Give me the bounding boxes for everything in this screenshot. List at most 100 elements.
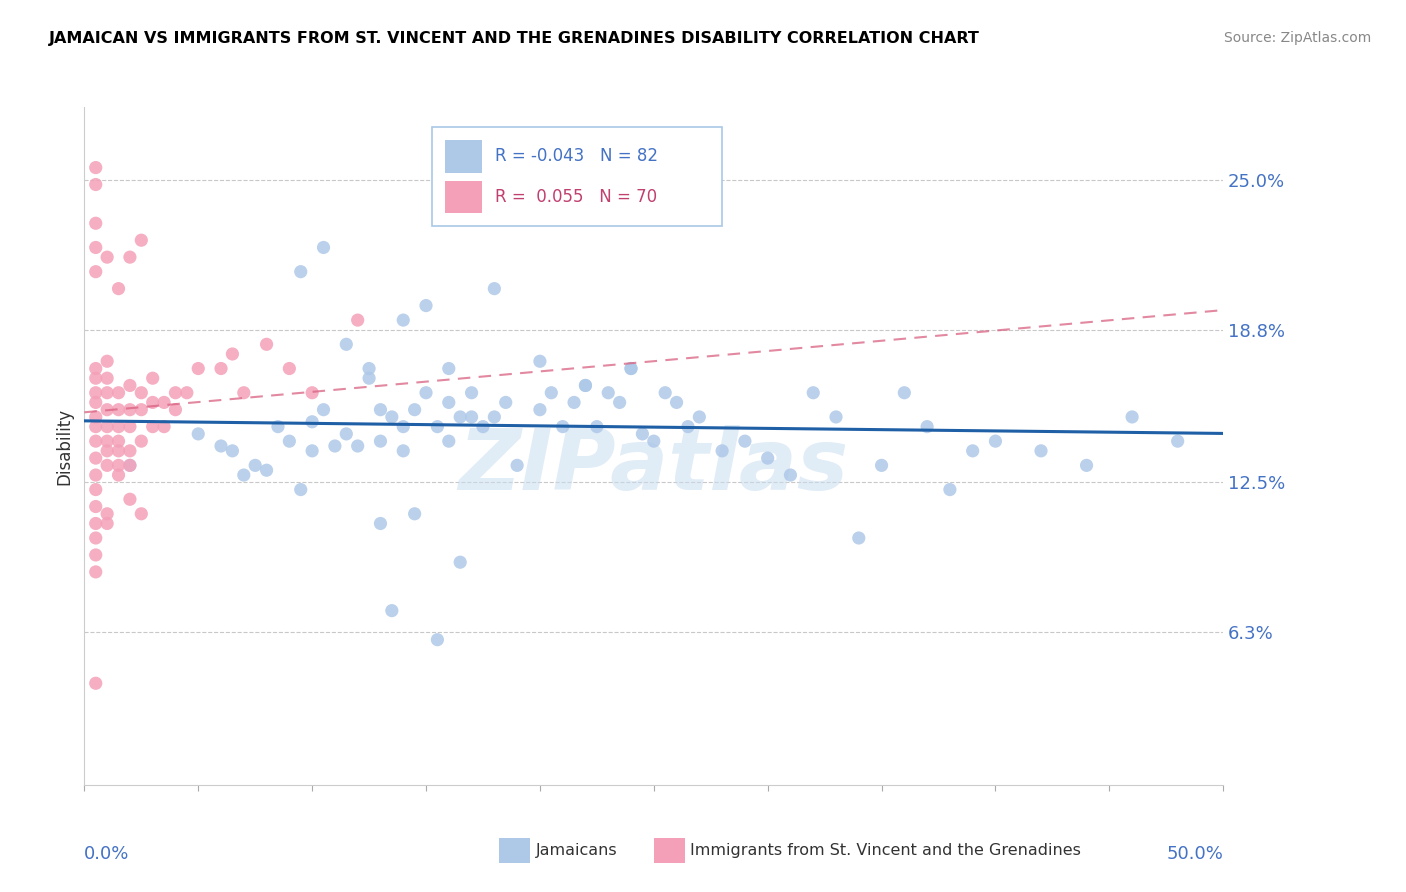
Point bbox=[346, 439, 368, 453]
Point bbox=[290, 265, 312, 279]
Text: ZIPatlas: ZIPatlas bbox=[458, 425, 849, 508]
Point bbox=[586, 419, 609, 434]
FancyBboxPatch shape bbox=[432, 128, 723, 226]
Point bbox=[426, 632, 449, 647]
Text: R =  0.055   N = 70: R = 0.055 N = 70 bbox=[495, 187, 658, 205]
Point bbox=[84, 500, 107, 514]
Point bbox=[107, 443, 129, 458]
Point bbox=[392, 313, 415, 327]
Point bbox=[107, 419, 129, 434]
Point bbox=[84, 565, 107, 579]
Point bbox=[301, 443, 323, 458]
Point bbox=[734, 434, 756, 449]
Point bbox=[551, 419, 574, 434]
Point bbox=[562, 395, 585, 409]
Point bbox=[84, 531, 107, 545]
Text: 50.0%: 50.0% bbox=[1167, 846, 1223, 863]
Point bbox=[153, 419, 176, 434]
Point bbox=[484, 409, 506, 424]
Point bbox=[84, 385, 107, 400]
Point bbox=[256, 463, 278, 477]
Text: Immigrants from St. Vincent and the Grenadines: Immigrants from St. Vincent and the Gren… bbox=[690, 843, 1081, 857]
Point bbox=[529, 402, 551, 417]
Point bbox=[598, 385, 620, 400]
Bar bbox=[446, 181, 482, 213]
Point bbox=[335, 426, 357, 441]
Point bbox=[278, 434, 301, 449]
Point bbox=[574, 378, 596, 392]
Point bbox=[153, 395, 176, 409]
Point bbox=[620, 361, 643, 376]
Point bbox=[449, 555, 471, 569]
Point bbox=[209, 439, 232, 453]
Point bbox=[96, 507, 118, 521]
Point bbox=[96, 516, 118, 531]
Point bbox=[825, 409, 848, 424]
Point bbox=[221, 443, 243, 458]
Point bbox=[359, 361, 381, 376]
Point bbox=[84, 483, 107, 497]
Point bbox=[96, 458, 118, 473]
Point bbox=[370, 434, 392, 449]
Point bbox=[574, 378, 596, 392]
Point bbox=[118, 458, 141, 473]
Point bbox=[131, 507, 153, 521]
Point bbox=[142, 419, 165, 434]
Point bbox=[131, 233, 153, 247]
Point bbox=[631, 426, 654, 441]
Point bbox=[893, 385, 915, 400]
Point bbox=[84, 516, 107, 531]
Point bbox=[301, 385, 323, 400]
Point bbox=[84, 409, 107, 424]
Point bbox=[290, 483, 312, 497]
Point bbox=[142, 395, 165, 409]
Point bbox=[939, 483, 962, 497]
Point bbox=[84, 361, 107, 376]
Point bbox=[118, 250, 141, 264]
Point bbox=[437, 361, 460, 376]
Point bbox=[472, 419, 495, 434]
Point bbox=[484, 282, 506, 296]
Point bbox=[96, 250, 118, 264]
Point bbox=[460, 409, 482, 424]
Point bbox=[107, 434, 129, 449]
Point bbox=[84, 676, 107, 690]
Point bbox=[84, 216, 107, 230]
Point bbox=[278, 361, 301, 376]
Text: Jamaicans: Jamaicans bbox=[536, 843, 617, 857]
Point bbox=[107, 385, 129, 400]
Point bbox=[437, 395, 460, 409]
Point bbox=[84, 161, 107, 175]
Point bbox=[221, 347, 243, 361]
Point bbox=[84, 395, 107, 409]
Bar bbox=[446, 140, 482, 173]
Point bbox=[848, 531, 870, 545]
Text: R = -0.043   N = 82: R = -0.043 N = 82 bbox=[495, 147, 658, 165]
Point bbox=[643, 434, 665, 449]
Point bbox=[654, 385, 676, 400]
Point bbox=[495, 395, 517, 409]
Point bbox=[131, 385, 153, 400]
Point bbox=[870, 458, 893, 473]
Point bbox=[245, 458, 267, 473]
Point bbox=[267, 419, 290, 434]
Point bbox=[301, 415, 323, 429]
Point bbox=[984, 434, 1007, 449]
Point bbox=[187, 361, 209, 376]
Point bbox=[404, 402, 426, 417]
Point bbox=[415, 299, 437, 313]
Point bbox=[665, 395, 688, 409]
Point bbox=[392, 443, 415, 458]
Point bbox=[131, 434, 153, 449]
Point bbox=[609, 395, 631, 409]
Text: 0.0%: 0.0% bbox=[84, 846, 129, 863]
Point bbox=[118, 419, 141, 434]
Point bbox=[756, 451, 779, 466]
Point bbox=[779, 468, 801, 483]
Point bbox=[392, 419, 415, 434]
Y-axis label: Disability: Disability bbox=[55, 408, 73, 484]
Point bbox=[96, 354, 118, 368]
Point bbox=[426, 419, 449, 434]
Point bbox=[96, 385, 118, 400]
Point bbox=[176, 385, 198, 400]
